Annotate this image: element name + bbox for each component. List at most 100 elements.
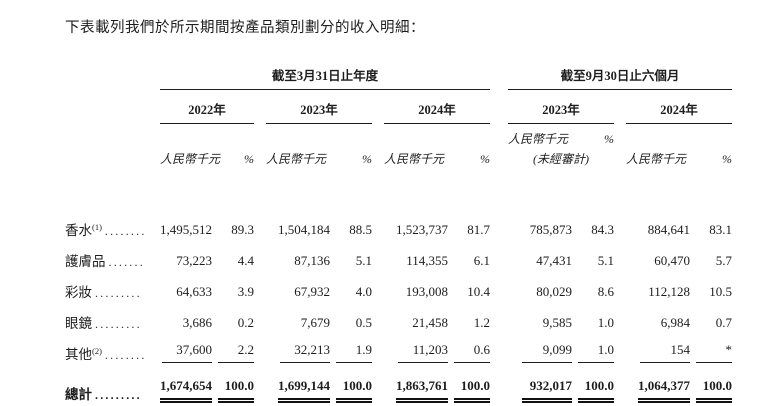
cell-percent: 1.9 [330,335,372,366]
year-header-2022: 2022年 [160,89,254,124]
cell-value: 67,932 [294,284,330,299]
cell-percent: 5.1 [355,253,372,268]
table-row-others: 其他(2)........ 37,600 2.2 32,213 1.9 11,2… [65,335,732,366]
row-label: 彩妝......... [65,285,142,300]
col-group-fiscal-years: 截至3月31日止年度 [160,65,490,90]
cell-percent: 1.2 [473,315,490,330]
table-row-perfume: 香水(1)........ 1,495,512 89.3 1,504,184 8… [65,211,732,242]
unit-label: 人民幣千元 [508,132,569,146]
cell-percent: 100.0 [212,366,254,406]
percent-label: % [244,152,254,166]
cell-value: 64,633 [176,284,212,299]
cell-percent: 4.4 [237,253,254,268]
table-row-makeup: 彩妝......... 64,633 3.9 67,932 4.0 193,00… [65,273,732,304]
row-label: 護膚品....... [65,254,145,269]
spacer-row [65,167,732,211]
row-label: 眼鏡......... [65,316,142,331]
cell-value: 21,458 [412,315,448,330]
cell-value: 193,008 [405,284,448,299]
row-label: 其他(2)........ [65,346,147,362]
cell-percent: 10.5 [709,284,732,299]
unaudited-note: (未經審計) [533,152,589,166]
cell-value: 6,984 [660,315,690,330]
unit-label: 人民幣千元 [160,152,221,166]
cell-percent: 0.2 [237,315,254,330]
cell-percent: 81.7 [467,222,490,237]
year-header-2023: 2023年 [266,89,372,124]
percent-label: % [722,152,732,166]
revenue-breakdown-table: 截至3月31日止年度 截至9月30日止六個月 2022年 2023年 2024年… [65,65,732,406]
row-label: 香水(1)........ [65,222,147,238]
year-header-2024-6m: 2024年 [626,89,732,124]
cell-value: 884,641 [647,222,690,237]
year-header-2024: 2024年 [384,89,490,124]
cell-percent: 1.0 [572,335,614,366]
cell-value: 1,674,654 [160,366,212,406]
cell-percent: 5.7 [715,253,732,268]
cell-percent: 0.6 [448,335,490,366]
table-row-eyewear: 眼鏡......... 3,686 0.2 7,679 0.5 21,458 1… [65,304,732,335]
cell-percent: 10.4 [467,284,490,299]
cell-value: 87,136 [294,253,330,268]
cell-value: 1,504,184 [278,222,330,237]
cell-value: 11,203 [384,335,448,366]
cell-value: 1,523,737 [396,222,448,237]
cell-percent: 4.0 [355,284,372,299]
cell-value: 47,431 [536,253,572,268]
cell-value: 1,495,512 [160,222,212,237]
cell-percent: 8.6 [597,284,614,299]
cell-value: 154 [626,335,690,366]
percent-label: % [362,152,372,166]
cell-value: 60,470 [654,253,690,268]
cell-value: 73,223 [176,253,212,268]
cell-value: 80,029 [536,284,572,299]
group-header-row: 截至3月31日止年度 截至9月30日止六個月 [65,65,732,90]
cell-value: 32,213 [266,335,330,366]
cell-percent: 6.1 [473,253,490,268]
percent-label: % [604,132,614,146]
footnote-marker: (1) [92,222,102,232]
row-label: 總計......... [65,387,142,402]
cell-value: 37,600 [160,335,212,366]
cell-percent: 100.0 [330,366,372,406]
cell-value: 114,355 [406,253,448,268]
cell-percent: 88.5 [349,222,372,237]
dot-leader: ......... [95,388,142,402]
cell-value: 1,064,377 [626,366,690,406]
unit-header-row: 人民幣千元 % 人民幣千元 % 人民幣千元 % [65,124,732,168]
cell-value: 112,128 [648,284,690,299]
cell-value: 3,686 [182,315,212,330]
percent-label: % [480,152,490,166]
cell-value: 1,863,761 [384,366,448,406]
cell-percent: 100.0 [448,366,490,406]
unit-label: 人民幣千元 [626,152,687,166]
footnote-marker: (2) [92,346,102,356]
cell-percent: * [690,335,732,366]
cell-value: 7,679 [300,315,330,330]
cell-percent: 5.1 [597,253,614,268]
page-title: 下表載列我們於所示期間按產品類別劃分的收入明細： [65,20,425,36]
dot-leader: ......... [95,286,142,300]
cell-percent: 0.7 [715,315,732,330]
cell-percent: 3.9 [237,284,254,299]
cell-percent: 1.0 [597,315,614,330]
unit-label: 人民幣千元 [266,152,327,166]
dot-leader: ....... [108,255,145,269]
table-row-skincare: 護膚品....... 73,223 4.4 87,136 5.1 114,355… [65,242,732,273]
cell-percent: 100.0 [572,366,614,406]
year-header-row: 2022年 2023年 2024年 2023年 2024年 [65,89,732,124]
dot-leader: ........ [104,224,147,238]
cell-percent: 89.3 [231,222,254,237]
dot-leader: ........ [104,348,147,362]
cell-percent: 83.1 [709,222,732,237]
cell-percent: 100.0 [690,366,732,406]
col-group-six-months: 截至9月30日止六個月 [508,65,732,90]
cell-value: 1,699,144 [266,366,330,406]
cell-value: 9,585 [542,315,572,330]
dot-leader: ......... [95,317,142,331]
cell-percent: 2.2 [212,335,254,366]
cell-percent: 84.3 [591,222,614,237]
unit-label: 人民幣千元 [384,152,445,166]
cell-percent: 0.5 [355,315,372,330]
